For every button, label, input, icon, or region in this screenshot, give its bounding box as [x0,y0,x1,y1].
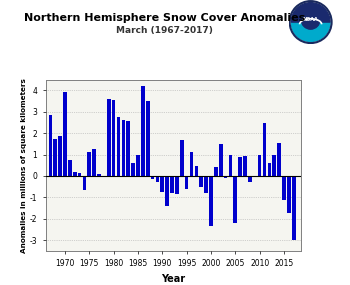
Bar [219,144,223,176]
Bar [175,176,179,194]
Bar [112,100,116,176]
Bar [214,168,218,176]
Bar [156,176,159,182]
Bar [282,176,286,200]
Circle shape [301,11,320,29]
Circle shape [290,1,331,43]
Bar [102,176,106,177]
Bar [126,121,130,176]
Bar [131,163,135,176]
Text: Northern Hemisphere Snow Cover Anomalies: Northern Hemisphere Snow Cover Anomalies [24,13,305,23]
Bar [263,123,266,176]
Wedge shape [291,3,330,22]
Bar [195,166,198,176]
Bar [151,176,154,179]
Bar [180,140,184,176]
Bar [83,176,86,190]
Bar [258,154,261,176]
Bar [97,174,101,176]
Bar [238,157,242,176]
Bar [248,176,252,182]
Bar [54,139,57,176]
Bar [92,149,96,176]
Bar [73,172,77,176]
Bar [88,152,91,176]
Bar [58,137,62,176]
Y-axis label: Anomalies in millions of square kilometers: Anomalies in millions of square kilomete… [21,78,27,253]
Bar [253,176,257,177]
Bar [292,176,295,240]
Text: NOAA: NOAA [303,17,318,22]
Bar [117,117,120,176]
Bar [209,176,213,226]
Bar [165,176,169,206]
Bar [204,176,208,193]
Bar [121,121,125,176]
Bar [199,176,203,187]
Wedge shape [291,22,330,42]
Bar [68,160,72,176]
Bar [224,176,228,178]
Bar [267,163,271,176]
Bar [272,154,276,176]
Bar [49,115,52,176]
Bar [229,154,232,176]
Bar [277,143,281,176]
Bar [146,101,149,176]
Text: March (1967-2017): March (1967-2017) [116,26,213,35]
Bar [78,173,82,176]
Bar [287,176,290,213]
Bar [63,91,67,176]
Bar [185,176,188,189]
Bar [170,176,174,193]
Bar [136,154,140,176]
Bar [243,156,247,176]
X-axis label: Year: Year [161,274,185,284]
Bar [161,176,164,192]
Bar [107,99,111,176]
Bar [190,152,193,176]
Bar [141,86,145,176]
Bar [233,176,237,223]
